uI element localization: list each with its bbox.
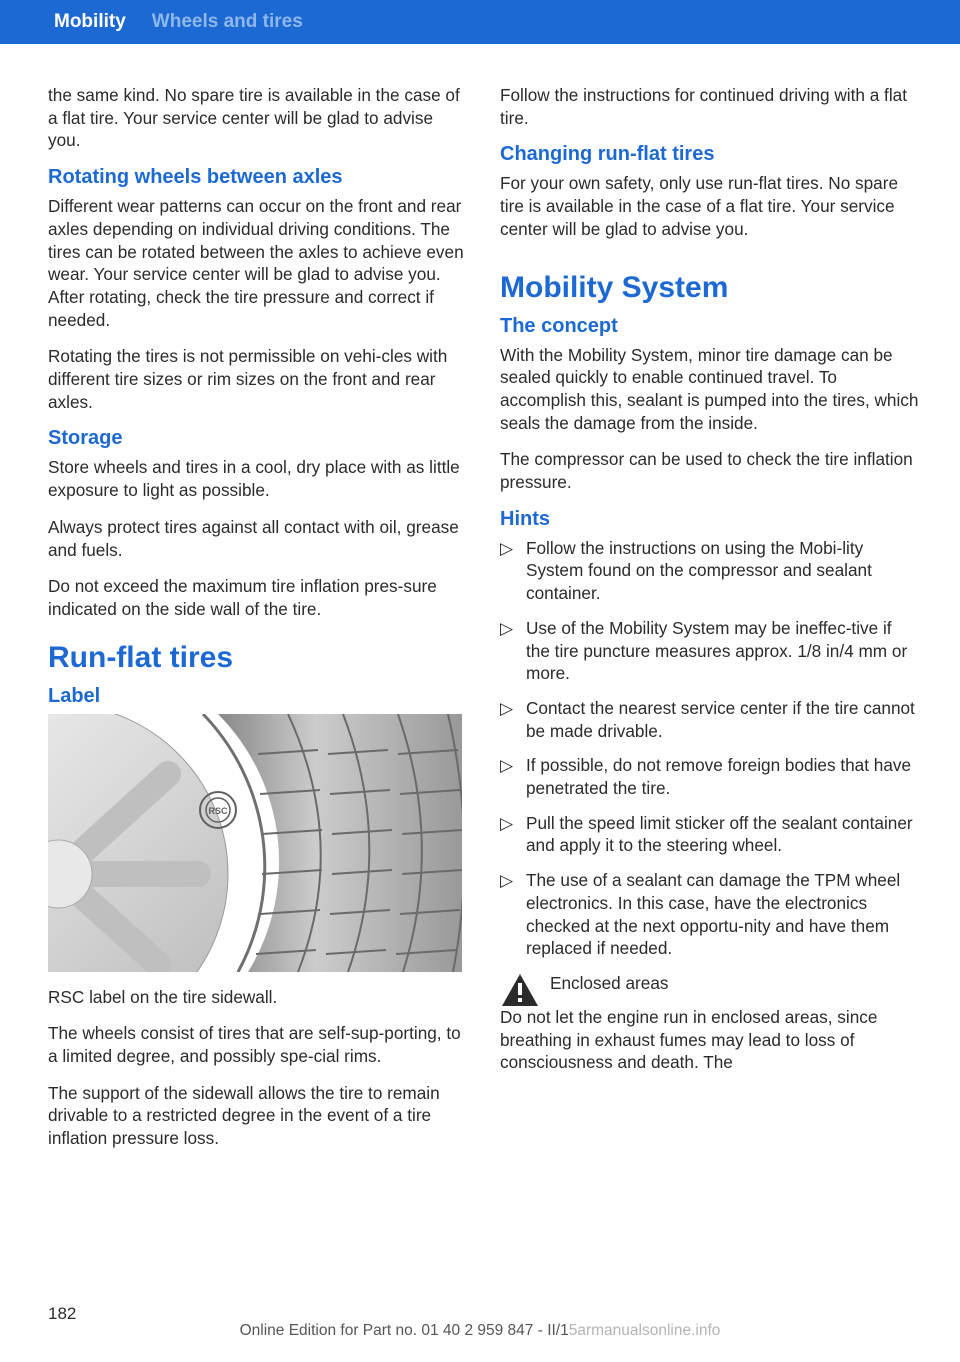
heading-run-flat-tires: Run-flat tires (48, 641, 468, 675)
footer-watermark: armanualsonline.info (577, 1322, 720, 1339)
body-text: RSC label on the tire sidewall. (48, 986, 468, 1009)
warning-title: Enclosed areas (550, 972, 920, 995)
list-item: ▷If possible, do not remove foreign bodi… (500, 754, 920, 799)
bullet-icon: ▷ (500, 754, 526, 799)
heading-storage: Storage (48, 427, 468, 450)
bullet-icon: ▷ (500, 617, 526, 685)
body-text: The support of the sidewall allows the t… (48, 1082, 468, 1150)
header-tab-mobility: Mobility (48, 11, 132, 33)
list-item-text: Follow the instructions on using the Mob… (526, 537, 920, 605)
list-item-text: The use of a sealant can damage the TPM … (526, 869, 920, 960)
body-text: the same kind. No spare tire is availabl… (48, 84, 468, 152)
list-item: ▷Contact the nearest service center if t… (500, 697, 920, 742)
heading-label: Label (48, 685, 468, 708)
bullet-icon: ▷ (500, 537, 526, 605)
warning-block: Enclosed areas Do not let the engine run… (500, 972, 920, 1074)
header-tab-wheels: Wheels and tires (146, 11, 309, 33)
list-item-text: Pull the speed limit sticker off the sea… (526, 812, 920, 857)
body-text: The compressor can be used to check the … (500, 448, 920, 493)
body-text: Do not exceed the maximum tire inflation… (48, 575, 468, 620)
heading-mobility-system: Mobility System (500, 271, 920, 305)
bullet-icon: ▷ (500, 869, 526, 960)
body-text: Always protect tires against all contact… (48, 516, 468, 561)
page-content: the same kind. No spare tire is availabl… (0, 44, 960, 1164)
list-item-text: If possible, do not remove foreign bodie… (526, 754, 920, 799)
body-text: For your own safety, only use run-flat t… (500, 172, 920, 240)
body-text: With the Mobility System, minor tire dam… (500, 344, 920, 435)
list-item-text: Use of the Mobility System may be ineffe… (526, 617, 920, 685)
footer-line: Online Edition for Part no. 01 40 2 959 … (0, 1322, 960, 1340)
hints-list: ▷Follow the instructions on using the Mo… (500, 537, 920, 960)
bullet-icon: ▷ (500, 697, 526, 742)
body-text: Rotating the tires is not permissible on… (48, 345, 468, 413)
list-item-text: Contact the nearest service center if th… (526, 697, 920, 742)
heading-the-concept: The concept (500, 315, 920, 338)
list-item: ▷Use of the Mobility System may be ineff… (500, 617, 920, 685)
heading-rotating-wheels: Rotating wheels between axles (48, 166, 468, 189)
body-text: Store wheels and tires in a cool, dry pl… (48, 456, 468, 501)
right-column: Follow the instructions for continued dr… (500, 84, 920, 1164)
bullet-icon: ▷ (500, 812, 526, 857)
footer-text-dark: Online Edition for Part no. 01 40 2 959 … (240, 1322, 569, 1339)
body-text: Follow the instructions for continued dr… (500, 84, 920, 129)
heading-changing-runflat: Changing run-flat tires (500, 143, 920, 166)
left-column: the same kind. No spare tire is availabl… (48, 84, 468, 1164)
warning-triangle-icon (500, 972, 540, 1008)
list-item: ▷The use of a sealant can damage the TPM… (500, 869, 920, 960)
tire-illustration: RSC (48, 714, 462, 972)
list-item: ▷Follow the instructions on using the Mo… (500, 537, 920, 605)
body-text: Different wear patterns can occur on the… (48, 195, 468, 331)
page-number: 182 (48, 1304, 76, 1324)
warning-body: Do not let the engine run in enclosed ar… (500, 1006, 920, 1074)
list-item: ▷Pull the speed limit sticker off the se… (500, 812, 920, 857)
body-text: The wheels consist of tires that are sel… (48, 1022, 468, 1067)
header-bar: Mobility Wheels and tires (0, 0, 960, 44)
heading-hints: Hints (500, 508, 920, 531)
svg-text:RSC: RSC (208, 806, 228, 816)
